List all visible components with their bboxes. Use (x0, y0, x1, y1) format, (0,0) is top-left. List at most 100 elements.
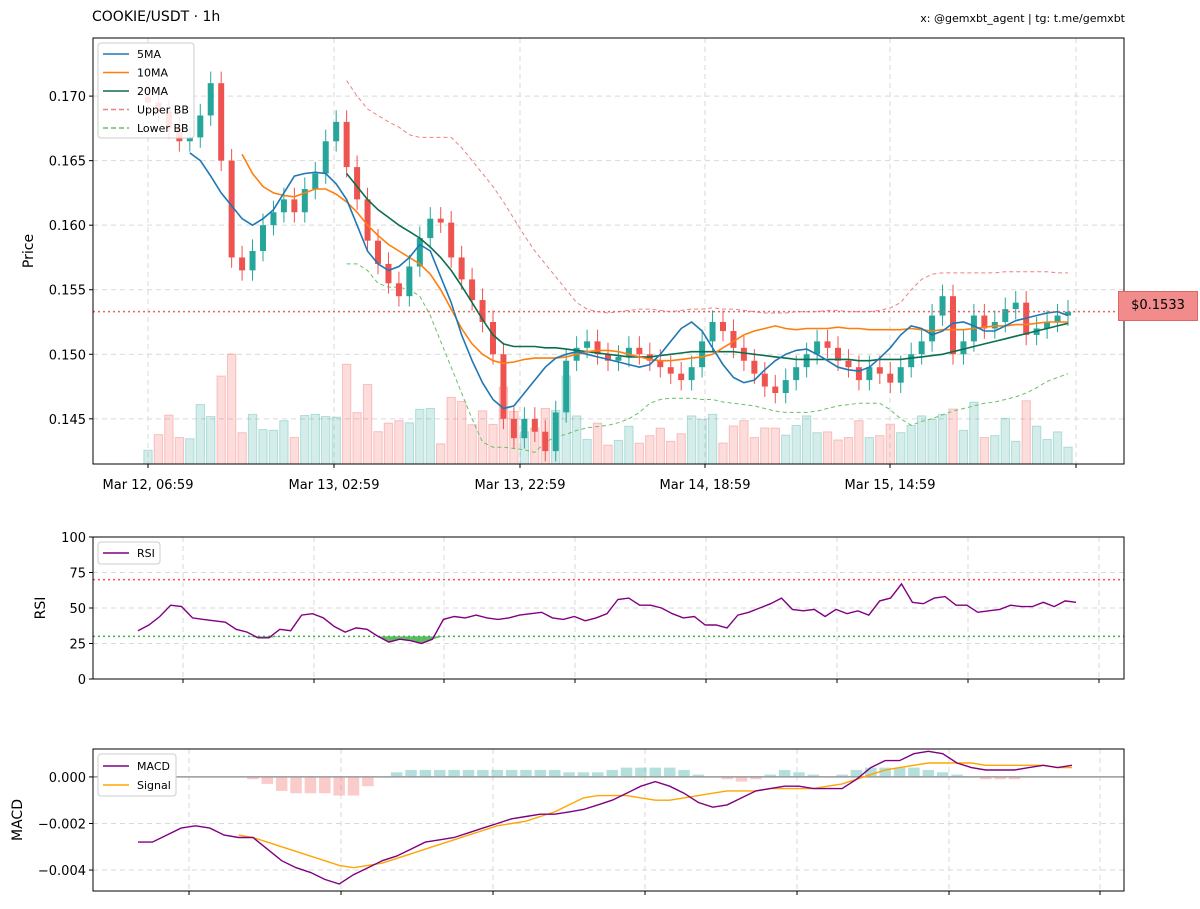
macd-histogram-bar (448, 769, 460, 777)
legend-label: RSI (137, 547, 155, 560)
volume-bar (1052, 431, 1063, 465)
lower-bb-line (346, 263, 1069, 453)
volume-bar (362, 384, 373, 465)
upper-bb-line (346, 80, 1068, 314)
volume-bar (937, 413, 948, 465)
volume-bar (268, 429, 279, 465)
volume-bar (854, 420, 864, 465)
candle-body (207, 83, 214, 116)
price-xtick-label: Mar 14, 18:59 (660, 478, 751, 493)
macd-histogram-bar (563, 772, 575, 777)
volume-bar (760, 427, 770, 465)
candle-body (1044, 322, 1051, 329)
ma10-line (241, 153, 1068, 365)
volume-bar (676, 433, 686, 465)
macd-histogram-bar (319, 776, 331, 794)
price-ytick-label: 0.160 (49, 219, 86, 234)
candle-body (688, 367, 695, 381)
macd-histogram-bar (462, 769, 475, 777)
volume-bar (195, 404, 205, 465)
volume-bar (822, 431, 833, 465)
volume-bar (310, 413, 320, 465)
volume-bar (728, 425, 739, 465)
candle-body (814, 341, 821, 355)
volume-bar (446, 396, 456, 465)
volume-bar (582, 438, 592, 465)
volume-bar (843, 437, 854, 465)
candle-body (981, 315, 988, 329)
candle-body (385, 263, 392, 284)
macd-histogram-bar (606, 769, 618, 777)
candle-body (375, 240, 381, 264)
candle-body (866, 367, 873, 381)
volume-bar (321, 416, 331, 465)
candle-body (228, 160, 235, 258)
price-xtick-label: Mar 12, 06:59 (103, 478, 194, 493)
macd-histogram-bar (434, 769, 446, 777)
legend-label: 10MA (137, 67, 168, 80)
macd-histogram-bar (333, 776, 345, 796)
candle-body (845, 360, 852, 368)
candle-body (490, 322, 496, 355)
candle-body (709, 322, 716, 342)
ma5-line (189, 152, 1069, 410)
candle-body (427, 218, 434, 239)
volume-bar (174, 437, 185, 465)
macd-histogram-bar (836, 774, 848, 777)
rsi-ytick-label: 50 (69, 602, 86, 617)
candle-body (615, 356, 622, 361)
candle-body (772, 386, 779, 393)
price-legend: 5MA 10MA 20MA Upper BB Lower BB (97, 42, 195, 139)
volume-bar (812, 432, 822, 465)
volume-bar (749, 437, 760, 465)
volume-bar (415, 408, 425, 465)
candle-body (270, 212, 277, 226)
volume-bar (164, 414, 174, 465)
macd-histogram-bar (290, 776, 302, 794)
candle-body (218, 83, 225, 161)
macd-histogram-bar (592, 772, 604, 777)
candle-body (542, 431, 549, 452)
macd-histogram-bar (505, 769, 518, 777)
volume-bar (916, 415, 927, 465)
candle-body (437, 218, 444, 223)
volume-bar (791, 425, 801, 465)
macd-frame (92, 748, 1125, 892)
candle-body (667, 367, 674, 374)
candle-body (239, 257, 246, 271)
candle-body (824, 341, 831, 348)
price-ytick-label: 0.145 (49, 413, 86, 428)
price-frame (92, 37, 1125, 465)
volume-bar (718, 442, 728, 465)
oversold-fill (388, 636, 400, 643)
macd-histogram-bar (951, 774, 963, 777)
price-xtick-label: Mar 13, 22:59 (475, 478, 566, 493)
macd-ytick-label: 0.000 (49, 771, 86, 786)
volume-bar (833, 439, 843, 465)
candle-body (186, 137, 193, 142)
macd-histogram-bar (678, 769, 690, 777)
candle-body (657, 360, 664, 368)
macd-histogram-bar (721, 776, 733, 780)
macd-line (138, 750, 1073, 885)
volume-bar (707, 413, 718, 465)
volume-bar (969, 401, 979, 465)
volume-bar (875, 435, 885, 465)
candle-body (322, 141, 329, 174)
candle-body (395, 283, 402, 297)
macd-histogram-bar (936, 772, 949, 777)
volume-bar (341, 363, 352, 465)
rsi-ytick-label: 100 (61, 531, 86, 546)
volume-bar (352, 412, 362, 465)
legend-label: Lower BB (137, 122, 189, 135)
candle-body (636, 347, 643, 355)
volume-bar (697, 418, 707, 465)
macd-histogram-bar (520, 769, 532, 777)
volume-bar (896, 432, 906, 465)
macd-histogram-bar (491, 769, 503, 777)
candle-body (469, 279, 476, 301)
candle-body (897, 367, 904, 383)
macd-histogram-bar (865, 767, 877, 777)
rsi-ytick-label: 75 (69, 567, 86, 582)
volume-bar (1031, 425, 1042, 465)
